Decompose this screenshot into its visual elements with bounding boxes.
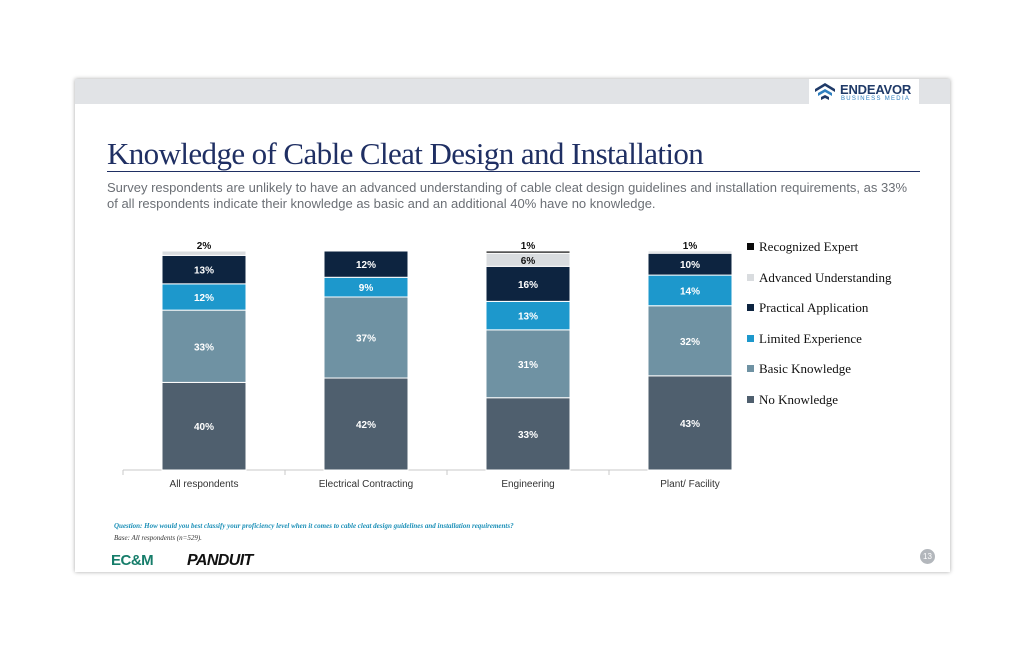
- page-number: 13: [920, 549, 935, 564]
- page-subtitle: Survey respondents are unlikely to have …: [107, 180, 908, 211]
- data-label: 12%: [356, 260, 376, 271]
- bar-segment: [323, 296, 409, 379]
- legend-swatch: [747, 334, 754, 342]
- bar-segment: [647, 250, 733, 254]
- endeavor-mark-icon: [815, 83, 835, 100]
- bar-segment: [647, 274, 733, 307]
- bar-segment: [161, 250, 247, 256]
- bar-segment: [485, 329, 571, 399]
- title-divider: [107, 171, 920, 172]
- bar-segment: [323, 377, 409, 471]
- data-label: 12%: [194, 293, 214, 304]
- data-label: 14%: [680, 286, 700, 297]
- data-label: 31%: [518, 360, 538, 371]
- bar-segment: [161, 381, 247, 471]
- data-label: 9%: [359, 283, 374, 294]
- bar-segment: [485, 397, 571, 471]
- bar-segment: [485, 265, 571, 302]
- bar-segment: [485, 300, 571, 331]
- legend-label: Basic Knowledge: [759, 361, 852, 376]
- data-label: 13%: [518, 312, 538, 323]
- data-label: 13%: [194, 266, 214, 277]
- slide: ENDEAVOR BUSINESS MEDIA Knowledge of Cab…: [75, 79, 950, 572]
- data-label: 43%: [680, 419, 700, 430]
- bar-segment: [647, 375, 733, 471]
- data-label: 33%: [518, 430, 538, 441]
- data-label: 2%: [197, 241, 212, 252]
- x-tick-label: Electrical Contracting: [319, 479, 413, 490]
- legend-swatch: [747, 395, 754, 403]
- x-tick-label: Plant/ Facility: [660, 479, 719, 490]
- legend-swatch: [747, 243, 754, 250]
- data-label: 16%: [518, 280, 538, 291]
- endeavor-logo: ENDEAVOR BUSINESS MEDIA: [809, 79, 919, 105]
- data-label: 32%: [680, 337, 700, 348]
- x-tick-label: All respondents: [170, 479, 239, 490]
- data-label: 10%: [680, 260, 700, 271]
- bar-segment: [323, 250, 409, 278]
- data-label: 33%: [194, 342, 214, 353]
- panduit-logo: PANDUIT: [187, 552, 253, 569]
- logo-name: ENDEAVOR: [840, 82, 912, 97]
- legend-label: Advanced Understanding: [759, 269, 892, 285]
- bar-segment: [161, 254, 247, 285]
- logo-subtitle: BUSINESS MEDIA: [841, 96, 911, 102]
- data-label: 1%: [683, 241, 698, 252]
- data-label: 42%: [356, 420, 376, 431]
- top-bar: [75, 79, 950, 104]
- survey-question: Question: How would you best classify yo…: [114, 522, 514, 530]
- legend-label: Practical Application: [759, 300, 869, 315]
- legend-label: No Knowledge: [759, 391, 839, 407]
- data-label: 6%: [521, 256, 536, 267]
- survey-base: Base: All respondents (n=529).: [114, 534, 202, 542]
- page-title: Knowledge of Cable Cleat Design and Inst…: [107, 136, 704, 171]
- data-label: 37%: [356, 334, 376, 345]
- data-label: 40%: [194, 422, 214, 433]
- bar-segment: [161, 309, 247, 383]
- bar-segment: [647, 305, 733, 377]
- legend-swatch: [747, 365, 754, 372]
- legend-label: Limited Experience: [759, 330, 862, 346]
- legend-label: Recognized Expert: [759, 239, 859, 254]
- legend-swatch: [747, 273, 754, 281]
- x-tick-label: Engineering: [501, 479, 554, 490]
- data-label: 1%: [521, 241, 536, 252]
- stacked-bar-chart: 40% 33% 12% 13% 2% All respondents 42% 37% 9% 12%…: [122, 241, 733, 490]
- legend-swatch: [747, 304, 754, 311]
- ecm-logo: EC&M: [111, 552, 154, 569]
- bar-segment: [485, 250, 571, 254]
